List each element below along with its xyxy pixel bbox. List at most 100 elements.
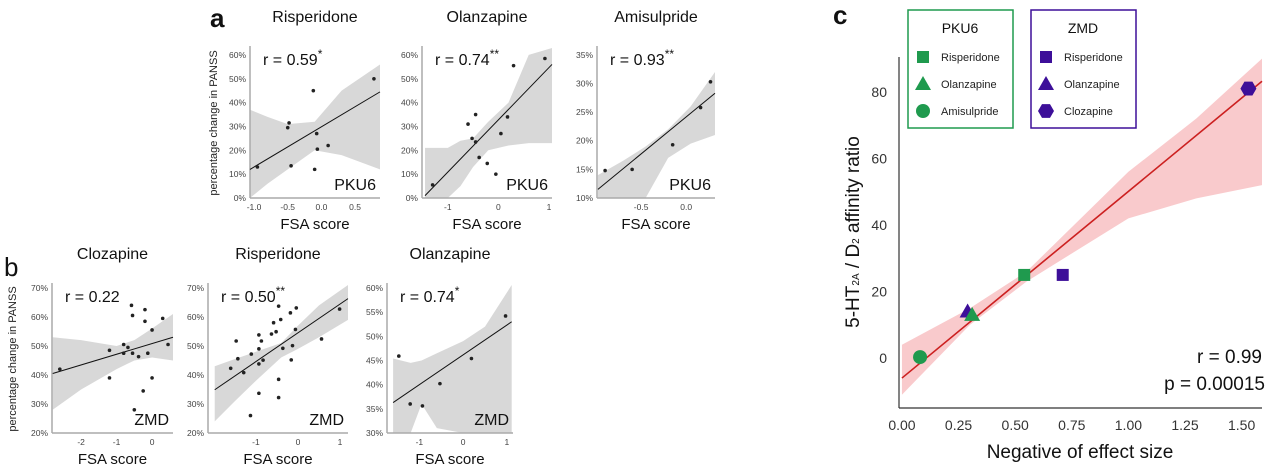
data-point (499, 131, 503, 136)
y-tick-label: 20% (187, 428, 204, 438)
y-tick-label: 40% (401, 98, 418, 108)
y-tick-label: 20 (871, 284, 887, 300)
significance-stars: ** (665, 47, 675, 61)
data-point (257, 391, 261, 396)
data-point (259, 339, 264, 343)
y-axis-label: 5-HT2A / D2 affinity ratio (843, 136, 864, 328)
data-point (126, 345, 130, 350)
data-point (466, 122, 470, 126)
x-tick-label: 0.0 (680, 202, 692, 212)
x-axis-label: FSA score (621, 216, 690, 233)
data-point (257, 333, 261, 337)
y-tick-label: 50% (187, 341, 204, 351)
significance-stars: ** (276, 284, 286, 298)
data-point (293, 327, 298, 332)
data-point (438, 381, 442, 386)
x-tick-label: -0.5 (634, 202, 649, 212)
data-point (473, 140, 478, 144)
data-point (236, 356, 240, 361)
y-tick-label: 50% (31, 341, 48, 351)
data-point (397, 354, 401, 358)
data-point (160, 316, 165, 321)
x-tick-label: 0 (296, 437, 301, 447)
data-point (505, 115, 510, 119)
data-point (630, 167, 634, 172)
y-tick-label: 60% (31, 312, 48, 322)
data-point (408, 402, 412, 406)
panel-b2: -1 0 1 20% 30% 40% 50% 60% 70% Risperidone FSA sco… (187, 246, 349, 468)
y-tick-label: 50% (366, 331, 383, 341)
data-point (430, 183, 435, 187)
data-point (276, 395, 281, 400)
significance-stars: * (318, 47, 323, 61)
data-point (107, 348, 112, 353)
data-point (261, 358, 265, 362)
correlation-label: r = 0.93** (610, 47, 674, 69)
regression-line (52, 336, 174, 374)
data-point (228, 366, 233, 371)
subscript: 2 (851, 238, 862, 244)
legend-title: ZMD (1068, 20, 1098, 36)
y-tick-label: 30% (187, 399, 204, 409)
data-point (326, 143, 330, 148)
cohort-label: ZMD (474, 412, 509, 429)
x-tick-label: 1 (505, 437, 510, 447)
data-point (274, 329, 278, 334)
x-tick-label: 0.25 (945, 417, 972, 433)
data-point (285, 125, 290, 130)
x-tick-label: -1.0 (247, 202, 262, 212)
data-point (470, 136, 474, 141)
legend-item-label: Olanzapine (941, 79, 997, 91)
x-tick-label: 0.50 (1002, 417, 1029, 433)
data-point (271, 320, 276, 325)
x-tick-label: -1 (416, 437, 424, 447)
subscript: 2A (851, 273, 862, 286)
data-point (288, 311, 293, 315)
data-point (319, 337, 324, 341)
legend-item-label: Risperidone (941, 52, 1000, 64)
data-point (511, 63, 516, 68)
legend-pku6: PKU6 Risperidone Olanzapine Amisulpride (907, 9, 1014, 129)
legend-item-label: Amisulpride (941, 106, 998, 118)
data-point (372, 76, 376, 81)
data-point (121, 351, 126, 355)
y-axis-label-b: percentage change in PANSS (7, 286, 19, 431)
triangle-marker-icon (915, 76, 931, 90)
panel-title: Olanzapine (447, 9, 528, 26)
x-tick-label: 0.0 (315, 202, 327, 212)
correlation-label: r = 0.22 (65, 289, 120, 306)
data-point (503, 314, 508, 318)
legend-item-label: Olanzapine (1064, 79, 1120, 91)
panel-b3: -1 0 1 30% 35% 40% 45% 50% 55% 60% Olanzapine FSA s… (366, 246, 513, 468)
data-point-pku6-olanzapine (964, 306, 981, 321)
legend-item-label: Clozapine (1064, 106, 1113, 118)
r-value: r = 0.93 (610, 52, 665, 69)
y-tick-label: 60% (187, 312, 204, 322)
x-axis-label: FSA score (280, 216, 349, 233)
y-tick-label: 20% (31, 428, 48, 438)
x-axis-label: FSA score (78, 451, 147, 468)
data-point (469, 356, 474, 361)
x-tick-label: -1 (252, 437, 260, 447)
y-tick-label: 15% (576, 164, 593, 174)
significance-stars: ** (490, 47, 500, 61)
x-axis-label: FSA score (415, 451, 484, 468)
confidence-band (597, 72, 715, 198)
data-point (278, 317, 283, 322)
hexagon-marker-icon (1038, 104, 1054, 118)
y-tick-label: 35% (576, 50, 593, 60)
y-tick-label: 10% (229, 169, 246, 179)
y-tick-label: 10% (401, 169, 418, 179)
y-tick-label: 30% (366, 428, 383, 438)
y-tick-label: 40% (366, 380, 383, 390)
y-tick-label: 0 (879, 350, 887, 366)
y-tick-label: 60% (366, 283, 383, 293)
data-point (255, 165, 260, 169)
data-point (257, 362, 261, 366)
data-point (315, 147, 320, 151)
x-tick-label: 0.75 (1058, 417, 1085, 433)
data-point (287, 121, 291, 125)
data-point (289, 358, 294, 362)
data-point (290, 343, 295, 348)
data-point (257, 347, 261, 351)
